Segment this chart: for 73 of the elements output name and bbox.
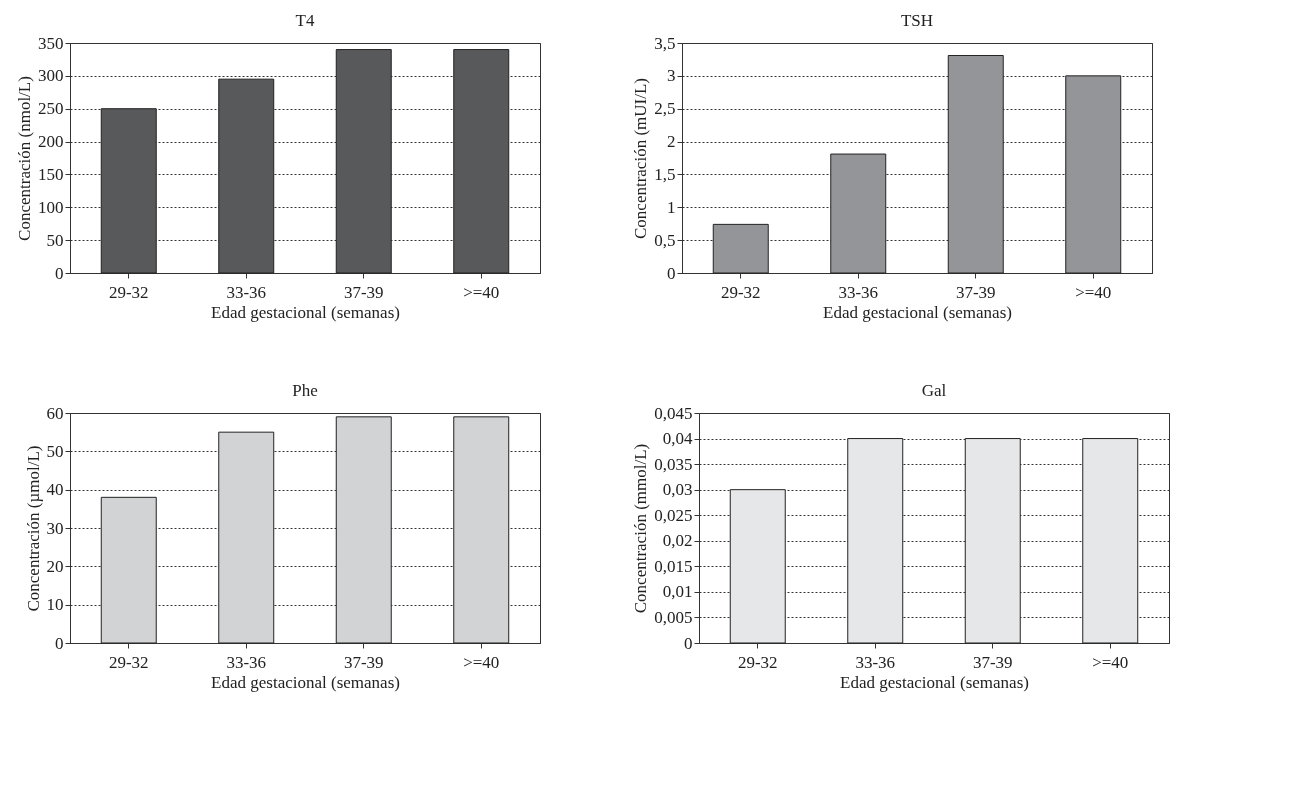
y-tick-label: 0,03 xyxy=(662,480,693,500)
y-tick-label: 0 xyxy=(667,263,676,283)
bar xyxy=(335,49,392,274)
y-tick-label: 2,5 xyxy=(654,99,676,119)
y-tick-label: 10 xyxy=(46,595,64,615)
y-tick-label: 250 xyxy=(38,99,64,119)
x-axis-title: Edad gestacional (semanas) xyxy=(823,302,1012,322)
y-tick-label: 30 xyxy=(46,518,64,538)
x-tick-label: 37-39 xyxy=(972,652,1013,672)
y-tick-label: 100 xyxy=(38,197,64,217)
y-tick-label: 0,035 xyxy=(654,454,693,474)
y-tick-label: 0 xyxy=(55,633,64,653)
y-tick-label: 3,5 xyxy=(654,33,676,53)
x-tick-label: 29-32 xyxy=(108,282,149,302)
x-tick-label: 29-32 xyxy=(720,282,761,302)
bar xyxy=(453,49,510,274)
x-axis-title: Edad gestacional (semanas) xyxy=(211,672,400,692)
y-tick-label: 300 xyxy=(38,66,64,86)
x-tick-label: 29-32 xyxy=(737,652,778,672)
y-axis-title: Concentración (µmol/L) xyxy=(23,445,43,612)
x-tick-label: 33-36 xyxy=(855,652,896,672)
y-tick-label: 50 xyxy=(46,230,64,250)
x-axis-title: Edad gestacional (semanas) xyxy=(840,672,1029,692)
y-tick-label: 0 xyxy=(55,263,64,283)
y-tick-label: 0,045 xyxy=(654,403,693,423)
chart-title: Gal xyxy=(921,381,947,400)
y-tick-label: 0,04 xyxy=(662,429,693,449)
x-tick-label: >=40 xyxy=(463,652,500,672)
bar xyxy=(453,416,510,644)
y-tick-label: 200 xyxy=(38,132,64,152)
y-tick-label: 0,01 xyxy=(662,582,693,602)
y-tick-label: 0 xyxy=(684,633,693,653)
x-axis-title: Edad gestacional (semanas) xyxy=(211,302,400,322)
bar xyxy=(1065,75,1122,274)
x-tick-label: 37-39 xyxy=(343,282,384,302)
y-tick-label: 3 xyxy=(667,66,676,86)
x-tick-label: >=40 xyxy=(463,282,500,302)
x-tick-label: 29-32 xyxy=(108,652,149,672)
x-tick-label: 37-39 xyxy=(955,282,996,302)
x-tick-label: 37-39 xyxy=(343,652,384,672)
bar xyxy=(100,496,157,644)
y-axis-title: Concentración (nmol/L) xyxy=(15,76,34,241)
bar xyxy=(947,54,1004,274)
y-tick-label: 60 xyxy=(46,403,64,423)
y-tick-label: 1,5 xyxy=(654,164,676,184)
y-tick-label: 40 xyxy=(46,480,64,500)
y-tick-label: 2 xyxy=(667,132,676,152)
x-tick-label: >=40 xyxy=(1075,282,1112,302)
y-tick-label: 350 xyxy=(38,33,64,53)
y-tick-label: 0,5 xyxy=(654,230,676,250)
bar xyxy=(218,78,275,274)
x-tick-label: 33-36 xyxy=(226,282,267,302)
bar xyxy=(712,223,769,274)
y-tick-label: 0,02 xyxy=(662,531,693,551)
chart-title: Phe xyxy=(292,381,318,400)
y-tick-label: 150 xyxy=(38,164,64,184)
bar xyxy=(830,153,887,274)
y-tick-label: 20 xyxy=(46,556,64,576)
bar xyxy=(335,416,392,644)
y-tick-label: 0,005 xyxy=(654,607,693,627)
y-tick-label: 0,025 xyxy=(654,505,693,525)
x-tick-label: 33-36 xyxy=(226,652,267,672)
y-tick-label: 50 xyxy=(46,441,64,461)
x-tick-label: 33-36 xyxy=(838,282,879,302)
bar xyxy=(100,108,157,274)
y-tick-label: 1 xyxy=(667,197,676,217)
x-tick-label: >=40 xyxy=(1092,652,1129,672)
y-axis-title: Concentración (mUI/L) xyxy=(631,78,651,239)
bar xyxy=(218,431,275,644)
y-axis-title: Concentración (mmol/L) xyxy=(631,443,651,614)
chart-title: TSH xyxy=(900,11,934,30)
chart-title: T4 xyxy=(295,11,315,30)
y-tick-label: 0,015 xyxy=(654,556,693,576)
